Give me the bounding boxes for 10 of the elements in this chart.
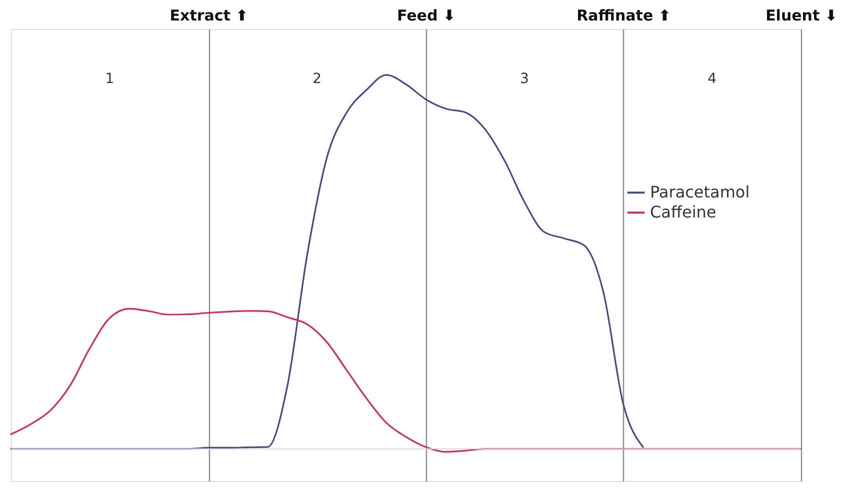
x-tick-label: Raffinate ⬆ <box>576 6 671 24</box>
x-tick-label: Extract ⬆ <box>170 6 248 24</box>
legend-label: Caffeine <box>650 202 716 222</box>
x-tick-label: Feed ⬇ <box>396 6 456 24</box>
annotation: 4 <box>708 71 717 87</box>
annotation: 3 <box>520 71 529 87</box>
legend-label: Paracetamol <box>650 182 750 202</box>
x-tick-label: Eluent ⬇ <box>766 6 838 24</box>
annotation: 2 <box>312 71 322 87</box>
annotation: 1 <box>105 71 114 87</box>
